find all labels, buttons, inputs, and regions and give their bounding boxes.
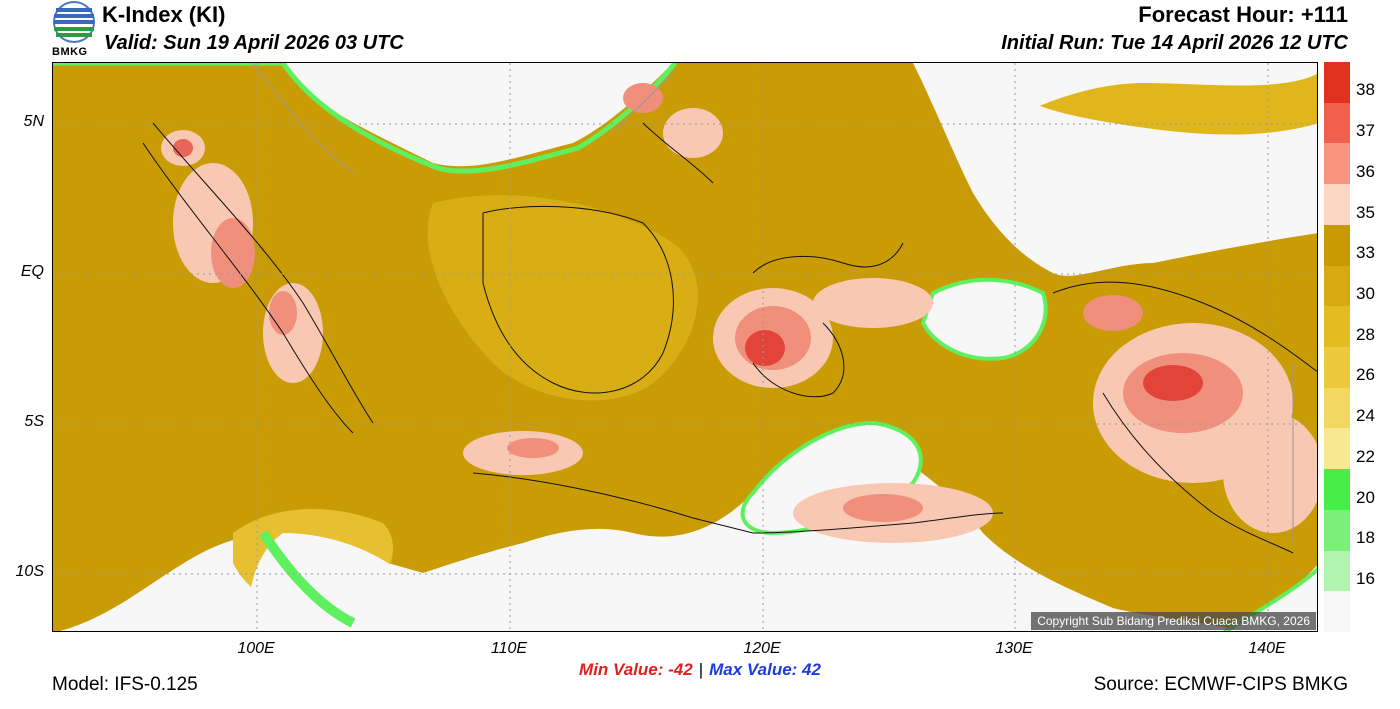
- colorbar-swatch: [1324, 306, 1350, 348]
- colorbar-swatch: [1324, 62, 1350, 104]
- lat-label-5s: 5S: [24, 413, 44, 430]
- colorbar-swatch: [1324, 469, 1350, 511]
- colorbar-label: 22: [1356, 446, 1375, 466]
- forecast-hour: Forecast Hour: +111: [1138, 2, 1348, 27]
- colorbar-swatch: [1324, 428, 1350, 470]
- colorbar-label: 24: [1356, 406, 1375, 426]
- colorbar-swatch: [1324, 102, 1350, 144]
- colorbar-swatch: [1324, 184, 1350, 226]
- initial-run: Initial Run: Tue 14 April 2026 12 UTC: [1001, 32, 1348, 54]
- lat-label-10s: 10S: [15, 563, 44, 580]
- lon-label-120e: 120E: [743, 640, 781, 657]
- colorbar-swatch: [1324, 224, 1350, 267]
- valid-time: Valid: Sun 19 April 2026 03 UTC: [104, 32, 404, 54]
- colorbar-label: 18: [1356, 528, 1375, 548]
- colorbar-label: 26: [1356, 365, 1375, 385]
- colorbar-label: 20: [1356, 487, 1375, 507]
- map-canvas: [53, 63, 1317, 631]
- bmkg-logo: [50, 0, 98, 62]
- colorbar-label: 36: [1356, 161, 1375, 181]
- lon-label-100e: 100E: [237, 640, 275, 657]
- colorbar-swatch: [1324, 387, 1350, 429]
- model-label: Model: IFS-0.125: [52, 674, 198, 695]
- lon-label-130e: 130E: [995, 640, 1033, 657]
- colorbar-swatch: [1324, 591, 1350, 633]
- colorbar-label: 38: [1356, 80, 1375, 100]
- colorbar-label: 35: [1356, 202, 1375, 222]
- colorbar-label: 30: [1356, 283, 1375, 303]
- colorbar-swatch: [1324, 143, 1350, 185]
- colorbar-label: 16: [1356, 568, 1375, 588]
- logo-text: BMKG: [52, 46, 88, 58]
- lon-label-140e: 140E: [1248, 640, 1286, 657]
- colorbar-label: 28: [1356, 324, 1375, 344]
- colorbar-swatch: [1324, 265, 1350, 307]
- lat-label-eq: EQ: [20, 263, 44, 280]
- chart-title: K-Index (KI): [102, 2, 226, 27]
- max-value: Max Value: 42: [709, 660, 821, 679]
- min-value: Min Value: -42: [579, 660, 693, 679]
- copyright-notice: Copyright Sub Bidang Prediksi Cuaca BMKG…: [1031, 612, 1316, 630]
- colorbar: [1324, 62, 1350, 633]
- colorbar-label: 37: [1356, 121, 1375, 141]
- colorbar-swatch: [1324, 509, 1350, 552]
- colorbar-swatch: [1324, 347, 1350, 389]
- lon-label-110e: 110E: [490, 640, 528, 657]
- lat-label-5n: 5N: [23, 113, 44, 130]
- source-label: Source: ECMWF-CIPS BMKG: [1093, 674, 1348, 695]
- separator: |: [698, 660, 704, 679]
- min-max-values: Min Value: -42 | Max Value: 42: [0, 660, 1400, 680]
- k-index-map[interactable]: [52, 62, 1318, 632]
- colorbar-label: 33: [1356, 243, 1375, 263]
- colorbar-swatch: [1324, 550, 1350, 592]
